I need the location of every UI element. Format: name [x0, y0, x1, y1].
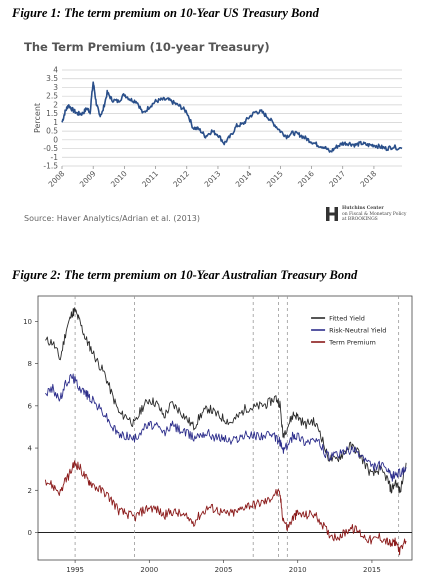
- figure2-caption: Figure 2: The term premium on 10-Year Au…: [12, 268, 358, 282]
- chart1-xtick-label: 2015: [265, 169, 285, 189]
- chart1-xtick-label: 2013: [203, 169, 223, 189]
- chart2-series-line: [45, 373, 407, 482]
- chart1-ytick-label: 2.5: [46, 92, 58, 101]
- chart1-ytick-label: 3: [53, 83, 58, 92]
- chart1-ylabel: Percent: [33, 103, 42, 133]
- chart1-xtick-label: 2014: [234, 169, 254, 189]
- chart1-ytick-label: 1.5: [46, 109, 58, 118]
- logo-line3: at BROOKINGS: [342, 217, 378, 222]
- chart1-xtick-label: 2017: [327, 169, 347, 189]
- hutchins-logo-icon: [326, 207, 338, 222]
- logo-name: Hutchins Center: [342, 206, 384, 211]
- chart1-series-line: [61, 81, 403, 153]
- chart1-ytick-label: 1: [53, 118, 58, 127]
- chart1-grid: [62, 69, 402, 167]
- chart1-ytick-label: -1.5: [43, 162, 58, 171]
- chart2-ytick-label: 8: [28, 360, 32, 368]
- chart2-legend-label: Fitted Yield: [329, 315, 365, 323]
- chart1-xtick-label: 2011: [140, 169, 160, 189]
- chart2-frame: [37, 295, 413, 561]
- chart1-ytick-label: 0.5: [46, 127, 58, 136]
- chart1-title: The Term Premium (10-year Treasury): [24, 40, 270, 54]
- chart1-xtick-label: 2009: [78, 169, 98, 189]
- chart1-ytick-label: -0.5: [43, 144, 58, 153]
- chart2-xtick-label: 2005: [215, 566, 233, 574]
- chart2-ytick-label: 0: [28, 529, 32, 537]
- logo-line2: on Fiscal & Monetary Policy: [342, 211, 407, 217]
- chart2-ytick-label: 6: [28, 402, 33, 410]
- chart2-svg: 10 8 6 4 2 0 1995 2000 2005 2010 2015 Fitted Yield R…: [23, 295, 413, 574]
- chart1-xtick-label: 2016: [296, 169, 316, 189]
- chart1-xtick-label: 2010: [109, 169, 129, 189]
- chart1-ytick-label: 0: [53, 135, 58, 144]
- chart1-svg: 43.532.521.510.50-0.5-1-1.5 Percent 2008 20…: [33, 66, 403, 189]
- chart1-ytick-label: 2: [53, 100, 58, 109]
- chart2-ytick-label: 4: [28, 445, 33, 453]
- chart1-ytick-label: -1: [51, 153, 59, 162]
- chart2-xtick-label: 2015: [363, 566, 381, 574]
- chart2-xtick-label: 2010: [289, 566, 307, 574]
- chart2-series-line: [45, 307, 407, 494]
- hutchins-logo: Hutchins Center on Fiscal & Monetary Pol…: [326, 206, 406, 223]
- chart1-ytick-label: 4: [53, 66, 58, 75]
- chart1-ytick-label: 3.5: [46, 74, 58, 83]
- chart2-xtick-label: 1995: [66, 566, 84, 574]
- chart2-ytick-label: 2: [28, 487, 32, 495]
- chart1-xtick-label: 2012: [171, 169, 191, 189]
- chart2-ytick-label: 10: [23, 318, 32, 326]
- chart1-source: Source: Haver Analytics/Adrian et al. (2…: [24, 214, 200, 223]
- chart2-xtick-label: 2000: [140, 566, 158, 574]
- figure1-caption: Figure 1: The term premium on 10-Year US…: [12, 6, 319, 20]
- chart2-series-line: [44, 460, 407, 556]
- chart2-legend-label: Term Premium: [328, 339, 376, 347]
- chart1-xtick-label: 2018: [358, 169, 378, 189]
- chart1-xtick-label: 2008: [47, 169, 67, 189]
- chart2-legend-label: Risk-Neutral Yield: [329, 327, 386, 335]
